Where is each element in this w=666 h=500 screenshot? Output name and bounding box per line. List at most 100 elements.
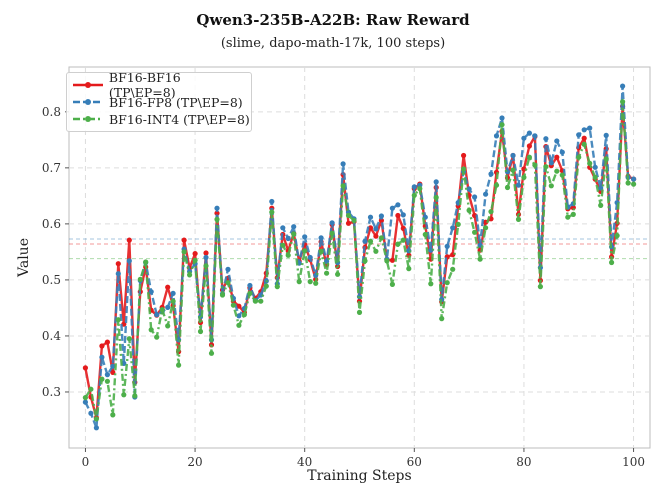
data-point bbox=[548, 183, 554, 189]
y-tick-label: 0.4 bbox=[42, 329, 61, 343]
data-point bbox=[269, 209, 275, 215]
data-point bbox=[559, 172, 565, 178]
data-point bbox=[192, 257, 198, 263]
data-point bbox=[181, 237, 187, 243]
data-point bbox=[302, 248, 308, 254]
series-1 bbox=[82, 83, 637, 431]
legend-swatch-bf16-fp8 bbox=[73, 99, 103, 105]
data-point bbox=[104, 339, 110, 345]
data-point bbox=[99, 376, 105, 382]
data-point bbox=[631, 181, 637, 187]
data-point bbox=[137, 276, 143, 282]
series-line bbox=[84, 100, 634, 421]
data-point bbox=[554, 154, 560, 160]
data-point bbox=[373, 226, 379, 232]
data-point bbox=[230, 302, 236, 308]
data-point bbox=[345, 220, 352, 226]
data-point bbox=[373, 233, 379, 239]
data-point bbox=[581, 141, 587, 147]
data-point bbox=[362, 258, 368, 264]
data-point bbox=[154, 334, 160, 340]
reference-lines bbox=[69, 238, 650, 260]
data-point bbox=[515, 182, 522, 188]
data-point bbox=[313, 280, 319, 286]
data-point bbox=[165, 284, 171, 290]
data-point bbox=[576, 132, 582, 138]
data-point bbox=[395, 241, 401, 247]
data-point bbox=[165, 304, 171, 310]
data-point bbox=[324, 258, 330, 264]
data-point bbox=[93, 425, 99, 431]
data-point bbox=[439, 316, 445, 322]
data-point bbox=[466, 207, 472, 213]
data-point bbox=[214, 216, 220, 222]
data-point bbox=[280, 225, 286, 231]
y-tick-label: 0.6 bbox=[42, 217, 61, 231]
legend-item-bf16-fp8: BF16-FP8 (TP\EP=8) bbox=[73, 93, 243, 111]
data-point bbox=[110, 363, 116, 369]
data-point bbox=[395, 202, 401, 208]
data-point bbox=[581, 127, 587, 133]
data-point bbox=[472, 229, 478, 235]
data-point bbox=[126, 258, 132, 264]
data-point bbox=[625, 180, 631, 186]
data-point bbox=[351, 217, 357, 224]
legend-label-bf16-int4: BF16-INT4 (TP\EP=8) bbox=[109, 111, 250, 127]
data-point bbox=[296, 279, 302, 285]
data-point bbox=[609, 259, 615, 266]
data-point bbox=[88, 410, 94, 416]
y-tick-label: 0.3 bbox=[42, 385, 61, 399]
data-point bbox=[236, 313, 242, 319]
data-point bbox=[208, 350, 215, 356]
data-point bbox=[488, 209, 494, 215]
data-point bbox=[477, 256, 483, 262]
data-point bbox=[428, 281, 434, 287]
data-point bbox=[620, 83, 626, 89]
data-point bbox=[548, 160, 554, 166]
series-layer bbox=[82, 83, 637, 431]
data-point bbox=[236, 322, 242, 328]
legend-swatch-bf16-int4 bbox=[73, 116, 103, 122]
x-tick-label: 40 bbox=[297, 455, 312, 469]
tick-layer: 0 20 40 60 80 100 0.3 0.4 0.5 0.6 0.7 0.8 bbox=[42, 105, 645, 469]
data-point bbox=[154, 312, 160, 318]
data-point bbox=[132, 393, 138, 399]
data-point bbox=[318, 235, 324, 241]
data-point bbox=[187, 272, 193, 278]
data-point bbox=[554, 138, 560, 144]
data-point bbox=[543, 136, 549, 142]
data-point bbox=[510, 167, 516, 173]
data-point bbox=[444, 243, 450, 249]
data-point bbox=[236, 303, 242, 309]
data-point bbox=[526, 130, 533, 136]
data-point bbox=[472, 194, 478, 200]
data-point bbox=[99, 343, 105, 349]
data-point bbox=[389, 205, 395, 211]
data-point bbox=[466, 186, 472, 192]
data-point bbox=[587, 160, 593, 166]
data-point bbox=[192, 251, 198, 257]
data-point bbox=[170, 290, 176, 296]
data-point bbox=[565, 214, 571, 220]
data-point bbox=[504, 184, 511, 191]
series-line bbox=[84, 104, 635, 419]
data-point bbox=[521, 174, 527, 180]
data-point bbox=[455, 221, 461, 227]
y-tick-label: 0.7 bbox=[42, 161, 61, 175]
data-point bbox=[285, 235, 291, 242]
data-point bbox=[126, 237, 132, 243]
data-point bbox=[592, 164, 598, 170]
data-point bbox=[493, 182, 500, 188]
data-point bbox=[389, 281, 395, 287]
y-tick-label: 0.8 bbox=[42, 105, 61, 119]
data-point bbox=[170, 298, 176, 304]
data-point bbox=[263, 283, 269, 289]
data-point bbox=[433, 194, 439, 201]
chart-subtitle: (slime, dapo-math-17k, 100 steps) bbox=[220, 36, 446, 51]
legend-item-bf16-bf16: BF16-BF16 (TP\EP=8) bbox=[73, 70, 251, 100]
data-point bbox=[581, 135, 587, 141]
data-point bbox=[631, 176, 637, 182]
data-point bbox=[121, 392, 127, 398]
data-point bbox=[526, 143, 533, 149]
